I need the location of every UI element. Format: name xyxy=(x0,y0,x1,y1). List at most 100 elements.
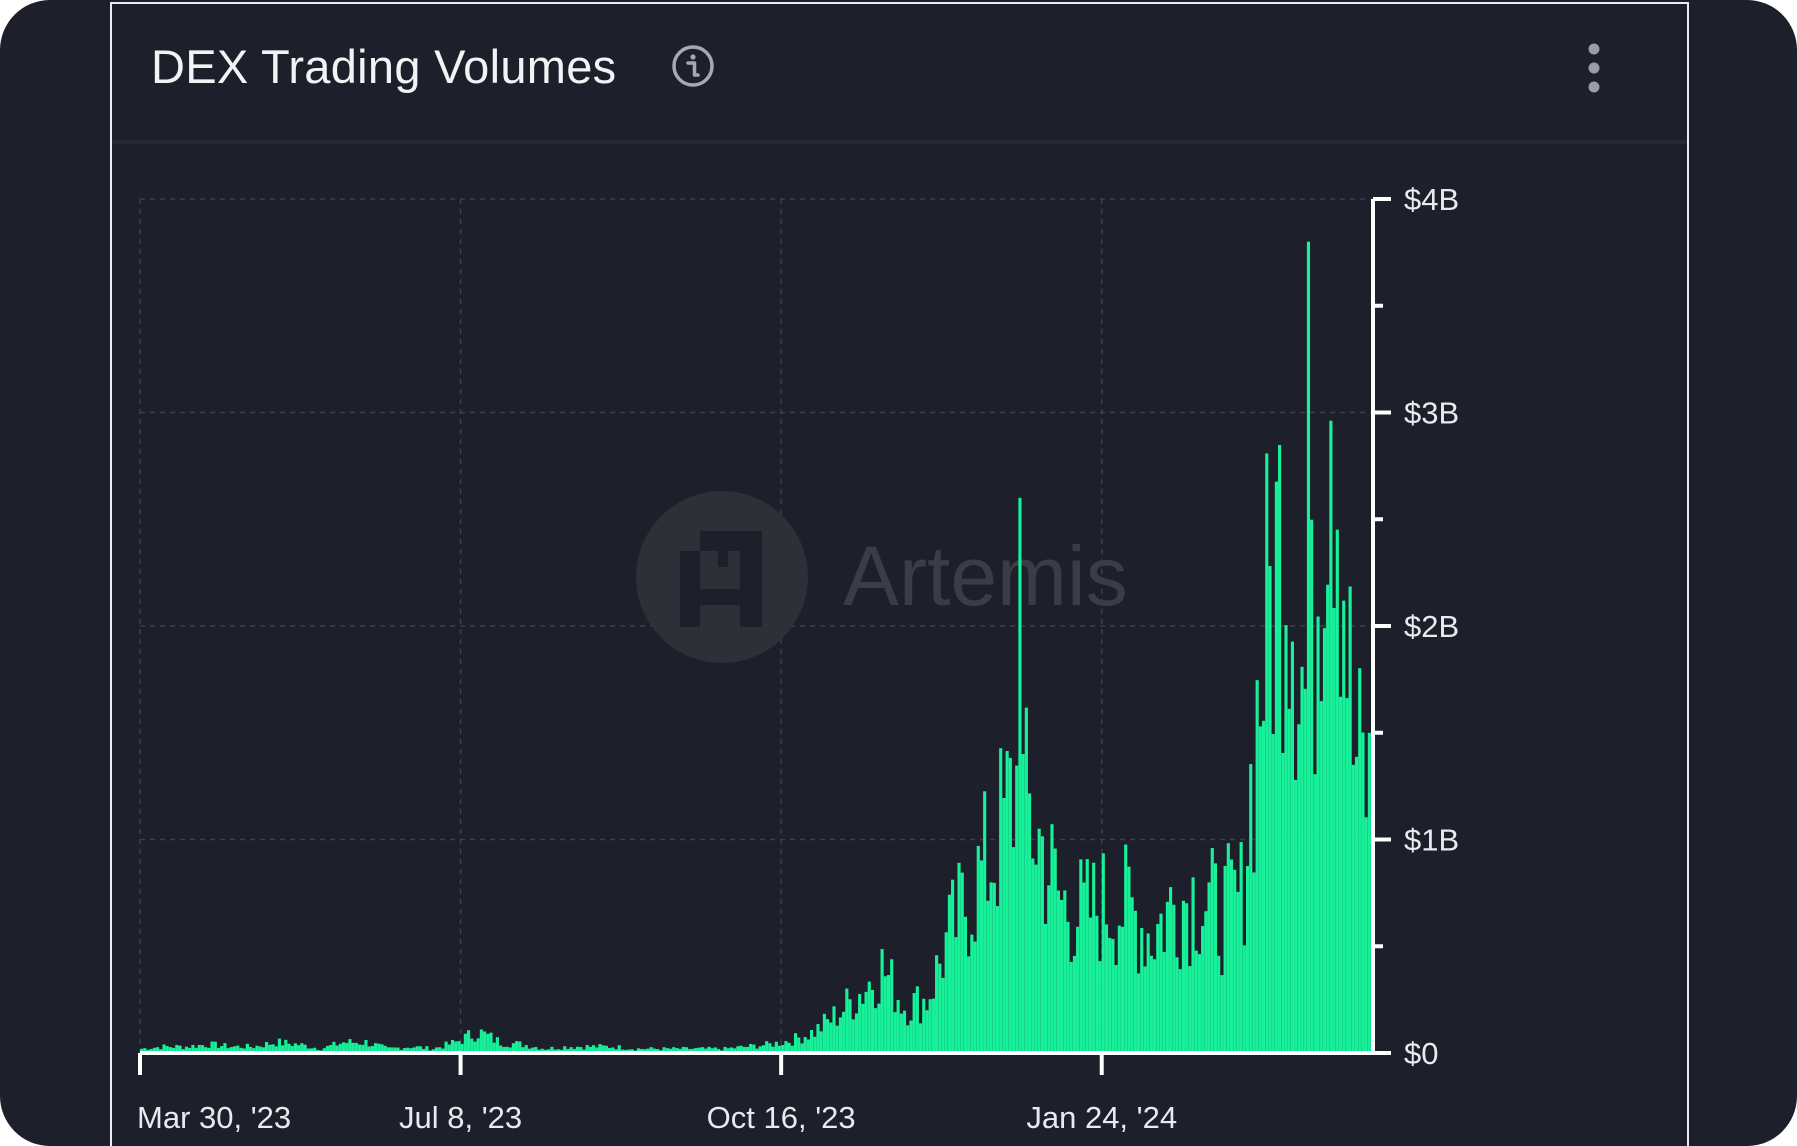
bar xyxy=(563,1046,567,1053)
bar xyxy=(1338,696,1343,1053)
bar xyxy=(957,862,961,1053)
bar xyxy=(1037,828,1041,1053)
watermark-text: Artemis xyxy=(843,529,1128,623)
bar xyxy=(274,1046,278,1053)
bar xyxy=(140,1048,144,1053)
bar xyxy=(906,1025,910,1053)
bar xyxy=(143,1048,147,1053)
bar xyxy=(1127,866,1131,1053)
bar xyxy=(502,1046,506,1053)
bar xyxy=(383,1045,387,1053)
bar xyxy=(864,991,868,1053)
bar xyxy=(1104,924,1109,1053)
bar xyxy=(313,1047,317,1053)
bar xyxy=(1242,945,1246,1053)
y-tick-label: $0 xyxy=(1404,1036,1438,1071)
bar xyxy=(765,1041,769,1053)
bar xyxy=(790,1045,794,1053)
bar xyxy=(297,1045,301,1053)
bar xyxy=(854,1013,859,1053)
bar xyxy=(1313,774,1317,1053)
bar xyxy=(1066,921,1070,1053)
bar xyxy=(284,1039,288,1053)
bar xyxy=(1085,859,1089,1053)
bar xyxy=(322,1048,326,1053)
bar xyxy=(726,1048,730,1053)
bar xyxy=(425,1046,429,1053)
more-vertical-icon[interactable] xyxy=(1582,42,1606,94)
bar xyxy=(636,1048,641,1053)
bar xyxy=(1287,708,1291,1053)
bar xyxy=(1329,420,1333,1053)
bar xyxy=(665,1048,669,1053)
bar xyxy=(393,1047,397,1053)
bar xyxy=(1252,872,1256,1053)
bar xyxy=(922,998,926,1053)
bar xyxy=(829,1022,833,1053)
bar xyxy=(1101,853,1105,1053)
bar xyxy=(986,900,990,1053)
bar xyxy=(1290,641,1294,1053)
bar xyxy=(1015,765,1019,1053)
bar xyxy=(793,1033,798,1053)
bar xyxy=(1117,925,1121,1053)
bar xyxy=(947,894,951,1053)
bar xyxy=(1040,836,1044,1053)
bar xyxy=(489,1032,493,1053)
bar xyxy=(704,1048,708,1053)
bar xyxy=(495,1037,499,1053)
bar xyxy=(822,1013,826,1053)
bar xyxy=(345,1042,349,1053)
bar xyxy=(412,1047,416,1053)
bar xyxy=(1165,901,1169,1053)
bar xyxy=(1053,848,1057,1053)
bar xyxy=(364,1039,368,1053)
bar xyxy=(245,1043,249,1053)
bar xyxy=(1069,961,1073,1053)
bar xyxy=(1361,732,1365,1053)
bar xyxy=(935,955,939,1053)
bar xyxy=(1076,926,1080,1053)
bar xyxy=(1120,926,1125,1053)
bar xyxy=(1255,680,1259,1053)
bar xyxy=(248,1046,253,1053)
bar xyxy=(1188,966,1192,1053)
bar xyxy=(409,1048,413,1053)
bar xyxy=(271,1044,275,1053)
bar xyxy=(595,1047,599,1053)
bar xyxy=(438,1047,442,1053)
bar xyxy=(281,1045,285,1053)
bar xyxy=(540,1048,544,1053)
bar xyxy=(777,1045,782,1053)
bar xyxy=(813,1036,817,1053)
bar xyxy=(819,1031,823,1053)
bar xyxy=(1159,913,1163,1053)
bar xyxy=(877,1003,881,1053)
bar xyxy=(992,882,996,1053)
bar xyxy=(1332,607,1336,1053)
bar xyxy=(880,949,884,1053)
bar xyxy=(156,1047,160,1053)
bar xyxy=(890,959,894,1053)
bar xyxy=(518,1041,522,1053)
bar xyxy=(1146,933,1150,1053)
bar xyxy=(332,1041,336,1053)
bar xyxy=(970,934,974,1053)
bar xyxy=(447,1044,451,1053)
bar xyxy=(684,1047,689,1053)
bar xyxy=(1044,923,1048,1053)
bar xyxy=(928,999,932,1053)
bar xyxy=(168,1047,172,1053)
bar xyxy=(386,1047,390,1053)
watermark: Artemis xyxy=(636,491,1128,663)
info-icon[interactable] xyxy=(671,44,715,88)
bar xyxy=(861,1003,865,1053)
bar xyxy=(938,963,942,1053)
bar xyxy=(608,1047,612,1053)
bar xyxy=(566,1048,570,1053)
bar xyxy=(175,1044,179,1053)
bar xyxy=(1185,903,1189,1053)
bar xyxy=(338,1043,342,1053)
bar xyxy=(1358,668,1362,1053)
bar xyxy=(188,1047,192,1053)
